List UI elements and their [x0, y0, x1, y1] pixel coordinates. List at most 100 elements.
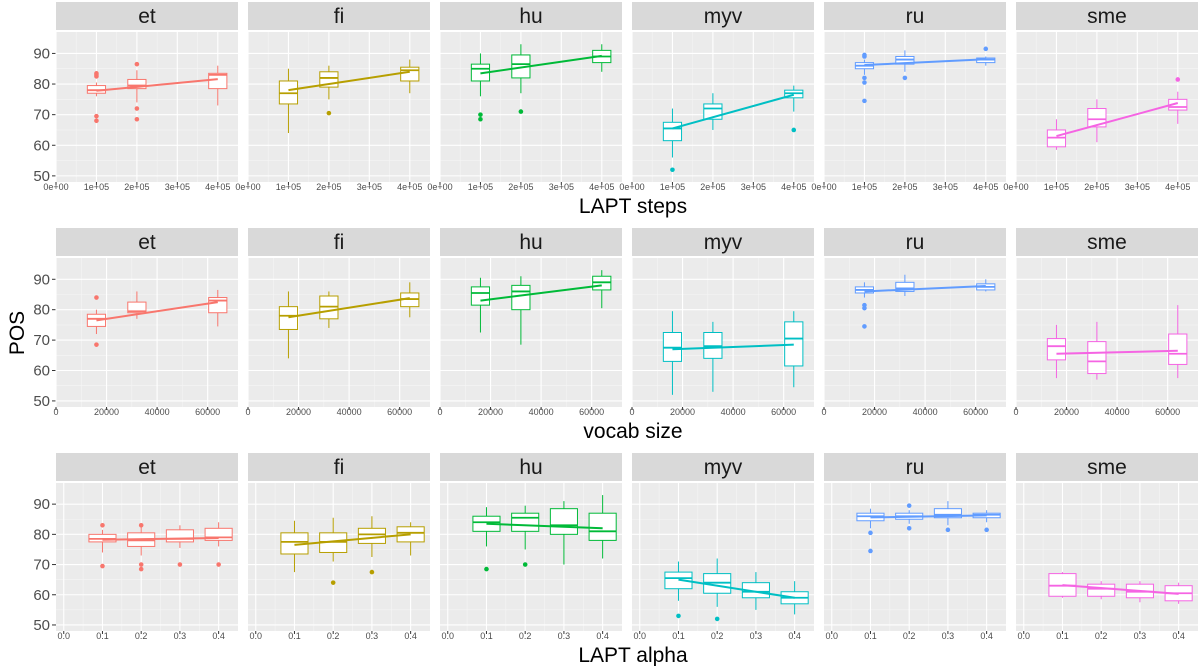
panel-background [248, 483, 430, 631]
panel-sme-row-2: sme 0 20000 40000 60000 [1013, 228, 1198, 417]
x-tick-label: 0.1 [480, 631, 493, 641]
box [933, 508, 962, 519]
outlier-point [676, 613, 681, 619]
boxplot-et [127, 61, 147, 122]
x-tick-label: 0e+00 [619, 182, 644, 192]
panel-hu-row-2: hu 0 20000 40000 60000 [437, 228, 622, 417]
x-tick-label: 40000 [721, 407, 746, 417]
panel-fi-row-1: fi 0e+00 1e+05 2e+05 3e+05 4e+05 [235, 2, 430, 192]
trend-line [288, 70, 410, 92]
outlier-point [862, 54, 867, 59]
outlier-point [484, 566, 489, 572]
panel-background [1016, 32, 1198, 182]
x-tick-label: 0 [437, 407, 442, 417]
facet-strip-label: fi [334, 231, 345, 254]
y-tick-label: 60 [33, 137, 50, 154]
box [470, 286, 491, 306]
boxplot-fi [319, 291, 339, 328]
outlier-point [902, 75, 908, 81]
x-tick-label: 2e+05 [316, 182, 341, 192]
facet-strip-label: et [138, 5, 156, 28]
outlier-point [138, 566, 144, 572]
facet-strip [824, 2, 1006, 30]
x-tick-label: 3e+05 [357, 182, 382, 192]
box [895, 281, 915, 292]
panel-myv-row-2: myv 0 20000 40000 60000 [629, 228, 814, 417]
box [549, 508, 578, 535]
panel-background [56, 32, 238, 182]
x-tick-label: 1e+05 [852, 182, 877, 192]
x-tick-label: 0 [821, 407, 826, 417]
panel-background [56, 483, 238, 631]
facet-strip [440, 453, 622, 481]
outlier-point [714, 616, 720, 622]
x-tick-label: 0 [245, 407, 250, 417]
x-tick-label: 4e+05 [589, 182, 614, 192]
x-tick-label: 0.0 [249, 631, 262, 641]
x-tick-label: 3e+05 [549, 182, 574, 192]
x-tick-label: 1e+05 [84, 182, 109, 192]
x-tick-label: 0.2 [711, 631, 724, 641]
facet-strip [56, 453, 238, 481]
trend-line [864, 284, 986, 293]
outlier-point [478, 112, 483, 117]
panel-sme-row-3: sme 0.0 0.1 0.2 0.3 0.4 [1016, 453, 1198, 641]
outlier-point [134, 61, 140, 67]
trend-line [1056, 102, 1179, 138]
facet-strip-label: fi [334, 5, 345, 28]
facet-strip-label: sme [1087, 456, 1127, 479]
facet-strip-label: myv [704, 5, 743, 28]
boxplot-myv [784, 311, 804, 388]
boxplot-fi [400, 59, 420, 94]
boxplot-sme [1087, 99, 1107, 143]
x-tick-label: 0e+00 [811, 182, 836, 192]
trend-line [96, 78, 218, 92]
boxplot-ru [895, 50, 915, 81]
outlier-point [100, 563, 105, 569]
trend-line [678, 578, 795, 599]
boxplot-sme [1168, 77, 1188, 124]
trend-line [672, 343, 794, 351]
outlier-point [862, 80, 867, 85]
x-tick-label: 0 [53, 407, 58, 417]
outlier-point [216, 562, 221, 567]
facet-strip [248, 453, 430, 481]
panel-ru-row-3: ru 0.0 0.1 0.2 0.3 0.4 [824, 453, 1006, 641]
box [1087, 341, 1107, 375]
x-tick-label: 2e+05 [1084, 182, 1109, 192]
trend-line [480, 54, 602, 75]
box [1087, 583, 1116, 597]
facet-strip-label: myv [704, 231, 743, 254]
facet-strip-label: ru [906, 5, 925, 28]
boxplot-myv [784, 85, 804, 133]
trend-line [1056, 349, 1178, 355]
x-tick-label: 0e+00 [427, 182, 452, 192]
trend-line [102, 536, 219, 541]
panel-ru-row-2: ru 0 20000 40000 60000 [821, 228, 1006, 417]
x-tick-label: 0.2 [135, 631, 148, 641]
boxplot-ru [854, 282, 875, 329]
facet-strip [632, 453, 814, 481]
x-axis-title-row-3: LAPT alpha [578, 644, 688, 666]
facet-strip [440, 2, 622, 30]
outlier-point [138, 562, 144, 567]
y-tick-label: 80 [33, 302, 50, 319]
x-tick-label: 0e+00 [235, 182, 260, 192]
box [588, 512, 617, 541]
outlier-point [868, 548, 873, 554]
trend-line [1062, 584, 1179, 595]
y-tick-label: 90 [33, 271, 50, 288]
outlier-point [330, 580, 336, 585]
box [278, 306, 299, 330]
panel-background [440, 483, 622, 631]
facet-strip-label: myv [704, 456, 743, 479]
facet-strip [1016, 2, 1198, 30]
facet-strip-label: et [138, 231, 156, 254]
outlier-point [94, 118, 99, 124]
x-tick-label: 3e+05 [165, 182, 190, 192]
x-tick-label: 2e+05 [124, 182, 149, 192]
panel-myv-row-3: myv 0.0 0.1 0.2 0.3 0.4 [632, 453, 814, 641]
facet-strip [1016, 228, 1198, 256]
x-axis-title-row-1: LAPT steps [579, 195, 687, 218]
